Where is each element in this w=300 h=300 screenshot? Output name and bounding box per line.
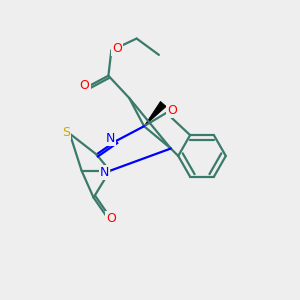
Text: O: O [80, 79, 89, 92]
Text: N: N [106, 132, 115, 145]
Text: N: N [100, 166, 109, 179]
Text: O: O [106, 212, 116, 225]
Text: S: S [62, 126, 70, 139]
Text: O: O [112, 42, 122, 55]
Text: O: O [167, 104, 177, 117]
Polygon shape [144, 101, 166, 126]
